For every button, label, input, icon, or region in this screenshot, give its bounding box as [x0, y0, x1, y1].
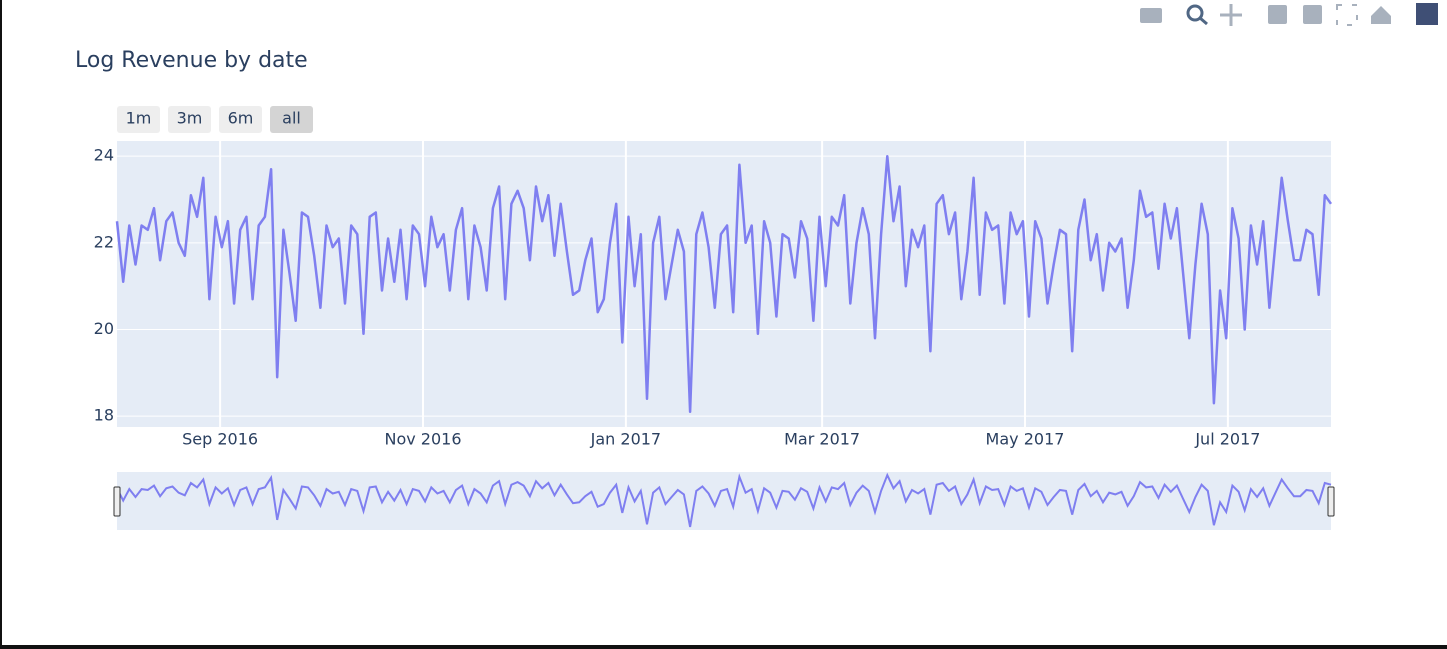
- rangeslider[interactable]: [117, 472, 1331, 530]
- range-button[interactable]: [117, 106, 160, 133]
- range-button-label[interactable]: 3m: [177, 109, 203, 128]
- x-tick-label: Jul 2017: [1194, 430, 1260, 449]
- range-button[interactable]: [168, 106, 211, 133]
- grid: [117, 141, 1331, 427]
- series-line: [115, 154, 1333, 414]
- camera-icon[interactable]: [1140, 8, 1162, 23]
- x-tick-label: Sep 2016: [182, 430, 258, 449]
- range-button-label[interactable]: 6m: [228, 109, 254, 128]
- y-tick-label: 22: [94, 232, 114, 251]
- rangeslider-handle[interactable]: [1327, 486, 1335, 517]
- y-tick-label: 20: [94, 319, 114, 338]
- range-button-label[interactable]: all: [282, 109, 301, 128]
- y-tick-label: 24: [94, 146, 114, 165]
- x-tick-label: Jan 2017: [590, 430, 661, 449]
- marks: [115, 154, 1333, 528]
- rangeslider-handle[interactable]: [113, 486, 121, 517]
- x-tick-label: Nov 2016: [384, 430, 461, 449]
- plot-area: [117, 141, 1331, 427]
- y-tick-label: 18: [94, 406, 114, 425]
- zoom-in-icon[interactable]: [1268, 5, 1287, 24]
- range-button[interactable]: [219, 106, 262, 133]
- x-tick-label: May 2017: [986, 430, 1065, 449]
- autoscale-icon[interactable]: [1336, 4, 1358, 26]
- range-button[interactable]: [270, 106, 313, 133]
- zoom-icon[interactable]: [1186, 4, 1204, 22]
- home-icon[interactable]: [1371, 6, 1391, 24]
- plotly-logo[interactable]: [1416, 3, 1438, 25]
- range-button-label[interactable]: 1m: [126, 109, 152, 128]
- modebar: [1140, 3, 1438, 26]
- zoom-handle: [1199, 16, 1208, 26]
- pan-icon[interactable]: [1220, 4, 1242, 26]
- frame-bottom: [0, 645, 1447, 649]
- frame-left: [0, 0, 2, 649]
- zoom-out-icon[interactable]: [1303, 5, 1322, 24]
- chart-title: Log Revenue by date: [75, 48, 308, 73]
- rangeslider-line: [116, 472, 1332, 528]
- x-tick-label: Mar 2017: [784, 430, 860, 449]
